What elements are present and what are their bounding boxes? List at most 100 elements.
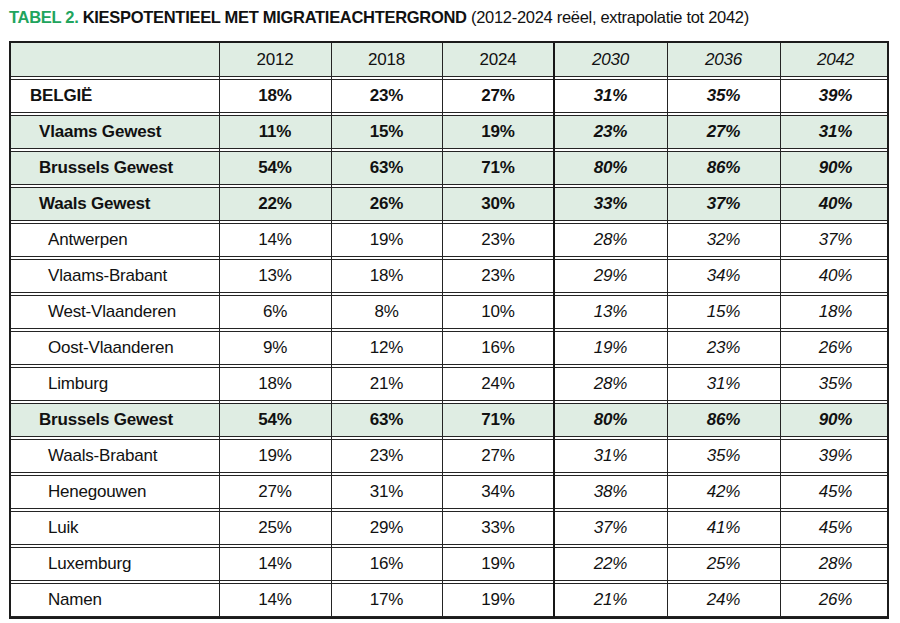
value-cell: 13%	[554, 302, 667, 322]
table-row: Brussels Gewest54%63%71%80%86%90%	[11, 403, 887, 437]
table-row: West-Vlaanderen6%8%10%13%15%18%	[11, 295, 887, 329]
value-cell: 18%	[780, 302, 891, 322]
row-label: Brussels Gewest	[11, 410, 219, 430]
value-cell: 19%	[331, 230, 442, 250]
value-cell: 27%	[442, 86, 554, 106]
value-cell: 27%	[219, 482, 331, 502]
value-cell: 33%	[554, 194, 667, 214]
table-header-row: 201220182024203020362042	[11, 43, 887, 77]
value-cell: 29%	[331, 518, 442, 538]
value-cell: 27%	[442, 446, 554, 466]
value-cell: 35%	[780, 374, 891, 394]
value-cell: 86%	[667, 158, 780, 178]
value-cell: 28%	[554, 230, 667, 250]
row-label: Waals-Brabant	[11, 446, 219, 466]
row-label: Namen	[11, 590, 219, 610]
value-cell: 26%	[331, 194, 442, 214]
column-header: 2030	[554, 50, 667, 70]
value-cell: 9%	[219, 338, 331, 358]
value-cell: 28%	[554, 374, 667, 394]
value-cell: 45%	[780, 482, 891, 502]
value-cell: 42%	[667, 482, 780, 502]
value-cell: 14%	[219, 554, 331, 574]
value-cell: 21%	[331, 374, 442, 394]
table-row: Waals-Brabant19%23%27%31%35%39%	[11, 439, 887, 473]
value-cell: 18%	[219, 86, 331, 106]
table-row: Brussels Gewest54%63%71%80%86%90%	[11, 151, 887, 185]
table-row: Luxemburg14%16%19%22%25%28%	[11, 547, 887, 581]
value-cell: 54%	[219, 158, 331, 178]
value-cell: 71%	[442, 410, 554, 430]
value-cell: 37%	[667, 194, 780, 214]
value-cell: 31%	[554, 86, 667, 106]
value-cell: 26%	[780, 338, 891, 358]
value-cell: 28%	[780, 554, 891, 574]
column-header: 2018	[331, 50, 442, 70]
row-label: Henegouwen	[11, 482, 219, 502]
value-cell: 80%	[554, 410, 667, 430]
value-cell: 23%	[442, 230, 554, 250]
value-cell: 31%	[554, 446, 667, 466]
value-cell: 19%	[219, 446, 331, 466]
row-label: Brussels Gewest	[11, 158, 219, 178]
table-row: Oost-Vlaanderen9%12%16%19%23%26%	[11, 331, 887, 365]
row-label: BELGIË	[11, 86, 219, 106]
value-cell: 86%	[667, 410, 780, 430]
value-cell: 54%	[219, 410, 331, 430]
data-table: 201220182024203020362042 BELGIË18%23%27%…	[9, 41, 889, 619]
table-row: Vlaams-Brabant13%18%23%29%34%40%	[11, 259, 887, 293]
column-header: 2036	[667, 50, 780, 70]
page: TABEL 2. KIESPOTENTIEEL MET MIGRATIEACHT…	[0, 0, 900, 619]
value-cell: 18%	[331, 266, 442, 286]
table-row: Waals Gewest22%26%30%33%37%40%	[11, 187, 887, 221]
value-cell: 19%	[442, 122, 554, 142]
value-cell: 19%	[554, 338, 667, 358]
value-cell: 18%	[219, 374, 331, 394]
table-row: Namen14%17%19%21%24%26%	[11, 583, 887, 617]
value-cell: 13%	[219, 266, 331, 286]
value-cell: 8%	[331, 302, 442, 322]
value-cell: 31%	[331, 482, 442, 502]
row-label: Oost-Vlaanderen	[11, 338, 219, 358]
value-cell: 71%	[442, 158, 554, 178]
value-cell: 23%	[331, 446, 442, 466]
row-label: Luxemburg	[11, 554, 219, 574]
value-cell: 22%	[219, 194, 331, 214]
value-cell: 23%	[554, 122, 667, 142]
table-row: Limburg18%21%24%28%31%35%	[11, 367, 887, 401]
row-label: Vlaams Gewest	[11, 122, 219, 142]
column-header: 2042	[780, 50, 891, 70]
value-cell: 10%	[442, 302, 554, 322]
column-header: 2012	[219, 50, 331, 70]
value-cell: 25%	[219, 518, 331, 538]
table-row: BELGIË18%23%27%31%35%39%	[11, 79, 887, 113]
value-cell: 37%	[554, 518, 667, 538]
value-cell: 34%	[442, 482, 554, 502]
value-cell: 14%	[219, 590, 331, 610]
value-cell: 31%	[780, 122, 891, 142]
value-cell: 19%	[442, 554, 554, 574]
value-cell: 30%	[442, 194, 554, 214]
value-cell: 40%	[780, 266, 891, 286]
row-label: Waals Gewest	[11, 194, 219, 214]
value-cell: 23%	[667, 338, 780, 358]
table-row: Antwerpen14%19%23%28%32%37%	[11, 223, 887, 257]
value-cell: 15%	[667, 302, 780, 322]
value-cell: 63%	[331, 410, 442, 430]
value-cell: 90%	[780, 158, 891, 178]
value-cell: 22%	[554, 554, 667, 574]
value-cell: 14%	[219, 230, 331, 250]
value-cell: 12%	[331, 338, 442, 358]
value-cell: 23%	[331, 86, 442, 106]
row-label: Antwerpen	[11, 230, 219, 250]
value-cell: 31%	[667, 374, 780, 394]
table-caption: TABEL 2. KIESPOTENTIEEL MET MIGRATIEACHT…	[9, 7, 890, 28]
value-cell: 80%	[554, 158, 667, 178]
value-cell: 6%	[219, 302, 331, 322]
row-label: West-Vlaanderen	[11, 302, 219, 322]
value-cell: 23%	[442, 266, 554, 286]
value-cell: 34%	[667, 266, 780, 286]
table-caption-heading: KIESPOTENTIEEL MET MIGRATIEACHTERGROND	[83, 8, 467, 26]
value-cell: 38%	[554, 482, 667, 502]
value-cell: 90%	[780, 410, 891, 430]
